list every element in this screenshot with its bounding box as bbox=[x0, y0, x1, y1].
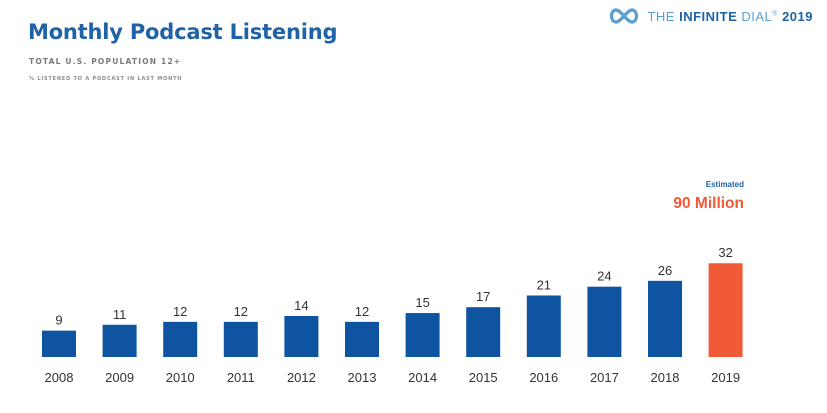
chart-subtitle: TOTAL U.S. POPULATION 12+ bbox=[29, 57, 182, 66]
category-label-2018: 2018 bbox=[651, 370, 680, 385]
bar-2016 bbox=[526, 295, 561, 357]
value-label-2010: 12 bbox=[173, 304, 187, 319]
bar-2019 bbox=[708, 263, 743, 357]
value-label-2016: 21 bbox=[537, 277, 551, 292]
brand-year: 2019 bbox=[782, 8, 813, 24]
bar-2009 bbox=[102, 324, 137, 357]
annotation-value: 90 Million bbox=[673, 195, 744, 212]
value-label-2009: 11 bbox=[113, 307, 127, 322]
value-label-2019: 32 bbox=[718, 245, 732, 260]
chart-note: % LISTENED TO A PODCAST IN LAST MONTH bbox=[29, 76, 183, 82]
bar-2014 bbox=[405, 313, 440, 357]
bar-2017 bbox=[587, 286, 622, 357]
category-label-2017: 2017 bbox=[590, 370, 619, 385]
category-label-2016: 2016 bbox=[529, 370, 558, 385]
value-label-2018: 26 bbox=[658, 263, 672, 278]
value-label-2011: 12 bbox=[234, 304, 248, 319]
bar-2015 bbox=[466, 307, 501, 357]
value-label-2015: 17 bbox=[476, 289, 490, 304]
brand-prefix: THE bbox=[647, 8, 675, 24]
annotation-label: Estimated bbox=[706, 180, 744, 189]
category-label-2015: 2015 bbox=[469, 370, 498, 385]
value-label-2017: 24 bbox=[597, 269, 611, 284]
bar-2018 bbox=[648, 280, 682, 357]
bar-2011 bbox=[223, 321, 258, 357]
category-label-2014: 2014 bbox=[408, 370, 437, 385]
bar-2010 bbox=[163, 321, 198, 357]
brand-registered: ® bbox=[772, 10, 778, 18]
bar-2012 bbox=[284, 315, 319, 357]
brand-logo: THE INFINITE DIAL® 2019 bbox=[607, 7, 813, 25]
bar-2008 bbox=[42, 330, 76, 357]
value-label-2013: 12 bbox=[355, 304, 369, 319]
chart-title: Monthly Podcast Listening bbox=[28, 20, 338, 44]
bar-2013 bbox=[345, 321, 379, 357]
bars-group: 9 2008 11 2009 12 2010 12 2011 14 2012 12 2013 15 201… bbox=[42, 245, 743, 385]
category-label-2009: 2009 bbox=[105, 370, 134, 385]
category-label-2011: 2011 bbox=[227, 370, 255, 385]
category-label-2012: 2012 bbox=[287, 370, 316, 385]
category-label-2013: 2013 bbox=[348, 370, 377, 385]
value-label-2014: 15 bbox=[415, 295, 429, 310]
value-label-2008: 9 bbox=[55, 313, 62, 328]
brand-name: INFINITE bbox=[679, 8, 738, 24]
value-label-2012: 14 bbox=[294, 298, 308, 313]
category-label-2008: 2008 bbox=[45, 370, 74, 385]
category-label-2010: 2010 bbox=[166, 370, 195, 385]
brand-suffix: DIAL bbox=[741, 8, 773, 24]
category-label-2019: 2019 bbox=[711, 370, 740, 385]
infinity-icon bbox=[610, 8, 639, 24]
